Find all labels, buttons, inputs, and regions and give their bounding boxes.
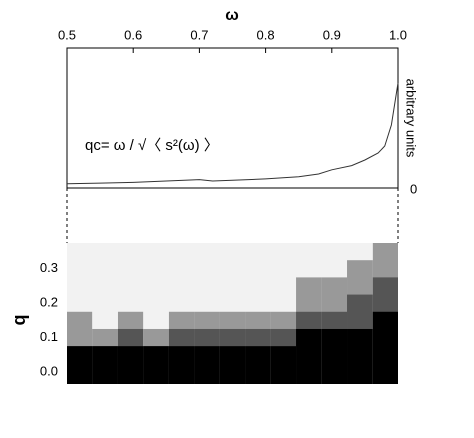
cell <box>372 311 398 384</box>
x-tick-label: 0.7 <box>190 27 208 42</box>
cell <box>194 346 220 384</box>
x-tick-label: 0.5 <box>58 27 76 42</box>
cell <box>143 346 169 384</box>
data-line <box>66 82 399 185</box>
cell <box>219 346 246 384</box>
top-frame <box>66 47 399 189</box>
y-tick-label: 0.0 <box>40 363 58 378</box>
x-tick-label: 0.6 <box>124 27 142 42</box>
cell <box>67 346 93 384</box>
y-tick-label: 0.1 <box>40 329 58 344</box>
cell <box>321 328 348 384</box>
cell <box>117 346 144 384</box>
cell <box>270 346 297 384</box>
y-tick-label: 0.2 <box>40 295 58 310</box>
x-axis-label: ω <box>225 7 239 24</box>
x-tick-label: 0.9 <box>323 27 341 42</box>
cell <box>296 328 322 384</box>
cell <box>168 346 195 384</box>
x-tick-label: 1.0 <box>389 27 407 42</box>
y-axis-label: arbitrary units <box>404 79 419 158</box>
annotation: qc= ω / √〈 s²(ω) 〉 <box>85 137 219 154</box>
y-axis-label: q <box>9 315 29 326</box>
cell <box>245 346 271 384</box>
cell <box>347 328 373 384</box>
cell <box>92 346 118 384</box>
y-tick-label: 0.3 <box>40 260 58 275</box>
x-tick-label: 0.8 <box>257 27 275 42</box>
y-tick-label: 0 <box>410 181 417 196</box>
